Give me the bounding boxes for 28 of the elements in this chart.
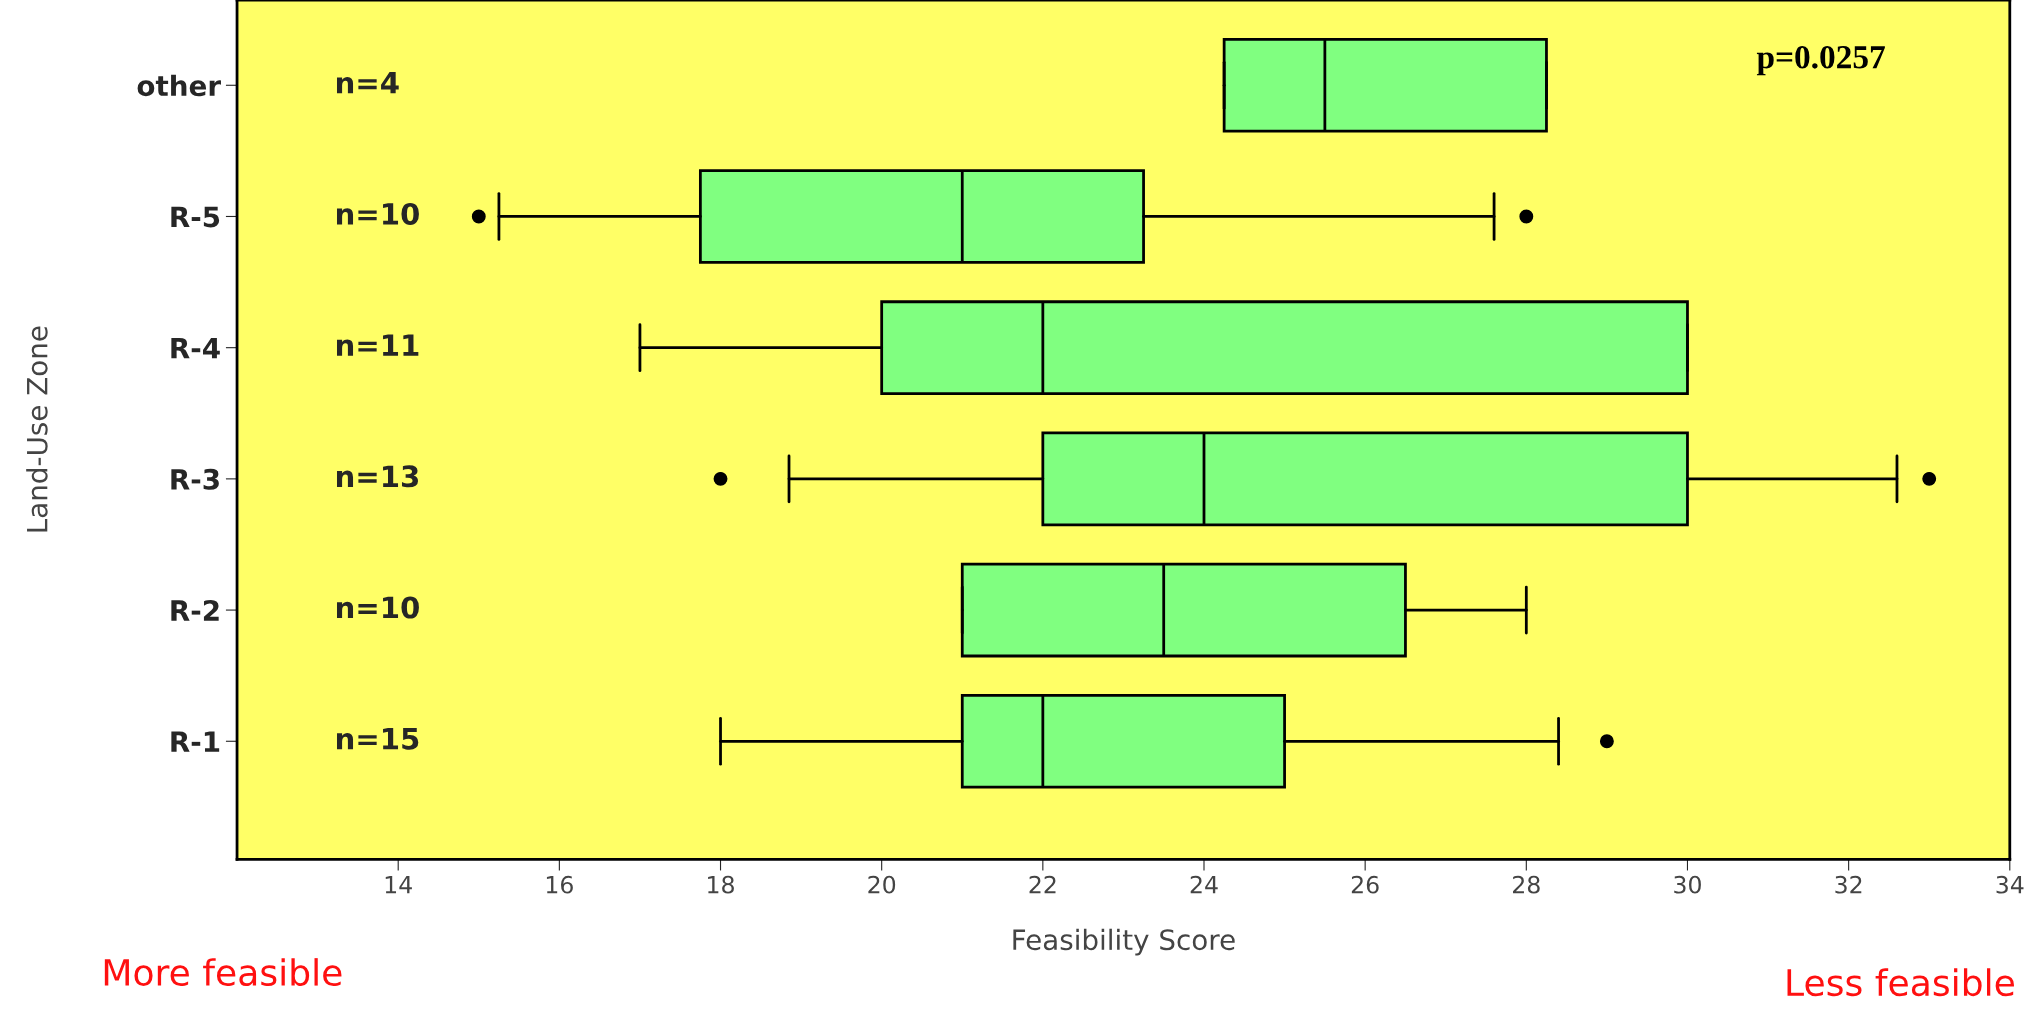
text: Less feasible (1787, 968, 2014, 997)
annotation: n=4 (337, 72, 399, 94)
annotation: n=15 (337, 728, 419, 750)
x-tick-label: 16 (546, 875, 573, 894)
x-tick-label: 26 (1351, 875, 1379, 894)
y-tick-label: R-2 (171, 600, 219, 621)
x-tick-label: 28 (1513, 875, 1540, 894)
annotation: p=0.0257 (1756, 46, 1885, 76)
x-axis-title: Feasibility Score (1013, 928, 1235, 956)
x-tick-label: 32 (1835, 875, 1862, 894)
annotation: n=11 (337, 334, 419, 356)
y-tick-label: other (137, 74, 221, 97)
annotation: n=13 (337, 465, 419, 488)
annotation: n=10 (337, 202, 419, 225)
y-tick-label: R-3 (171, 468, 219, 490)
x-tick-label: 22 (1029, 875, 1056, 894)
x-tick-label: 18 (708, 875, 734, 894)
y-tick-label: R-1 (171, 731, 220, 752)
x-tick-label: 20 (868, 875, 896, 894)
y-tick-label: R-5 (171, 206, 220, 228)
y-axis-title: Land-Use Zone (26, 326, 48, 532)
y-tick-label: R-4 (171, 337, 220, 359)
text: More feasible (104, 958, 342, 987)
x-tick-label: 30 (1674, 875, 1701, 894)
x-tick-label: 34 (1996, 875, 2024, 894)
annotation: n=10 (337, 596, 419, 619)
x-tick-label: 24 (1190, 875, 1218, 894)
x-tick-label: 14 (385, 876, 412, 894)
